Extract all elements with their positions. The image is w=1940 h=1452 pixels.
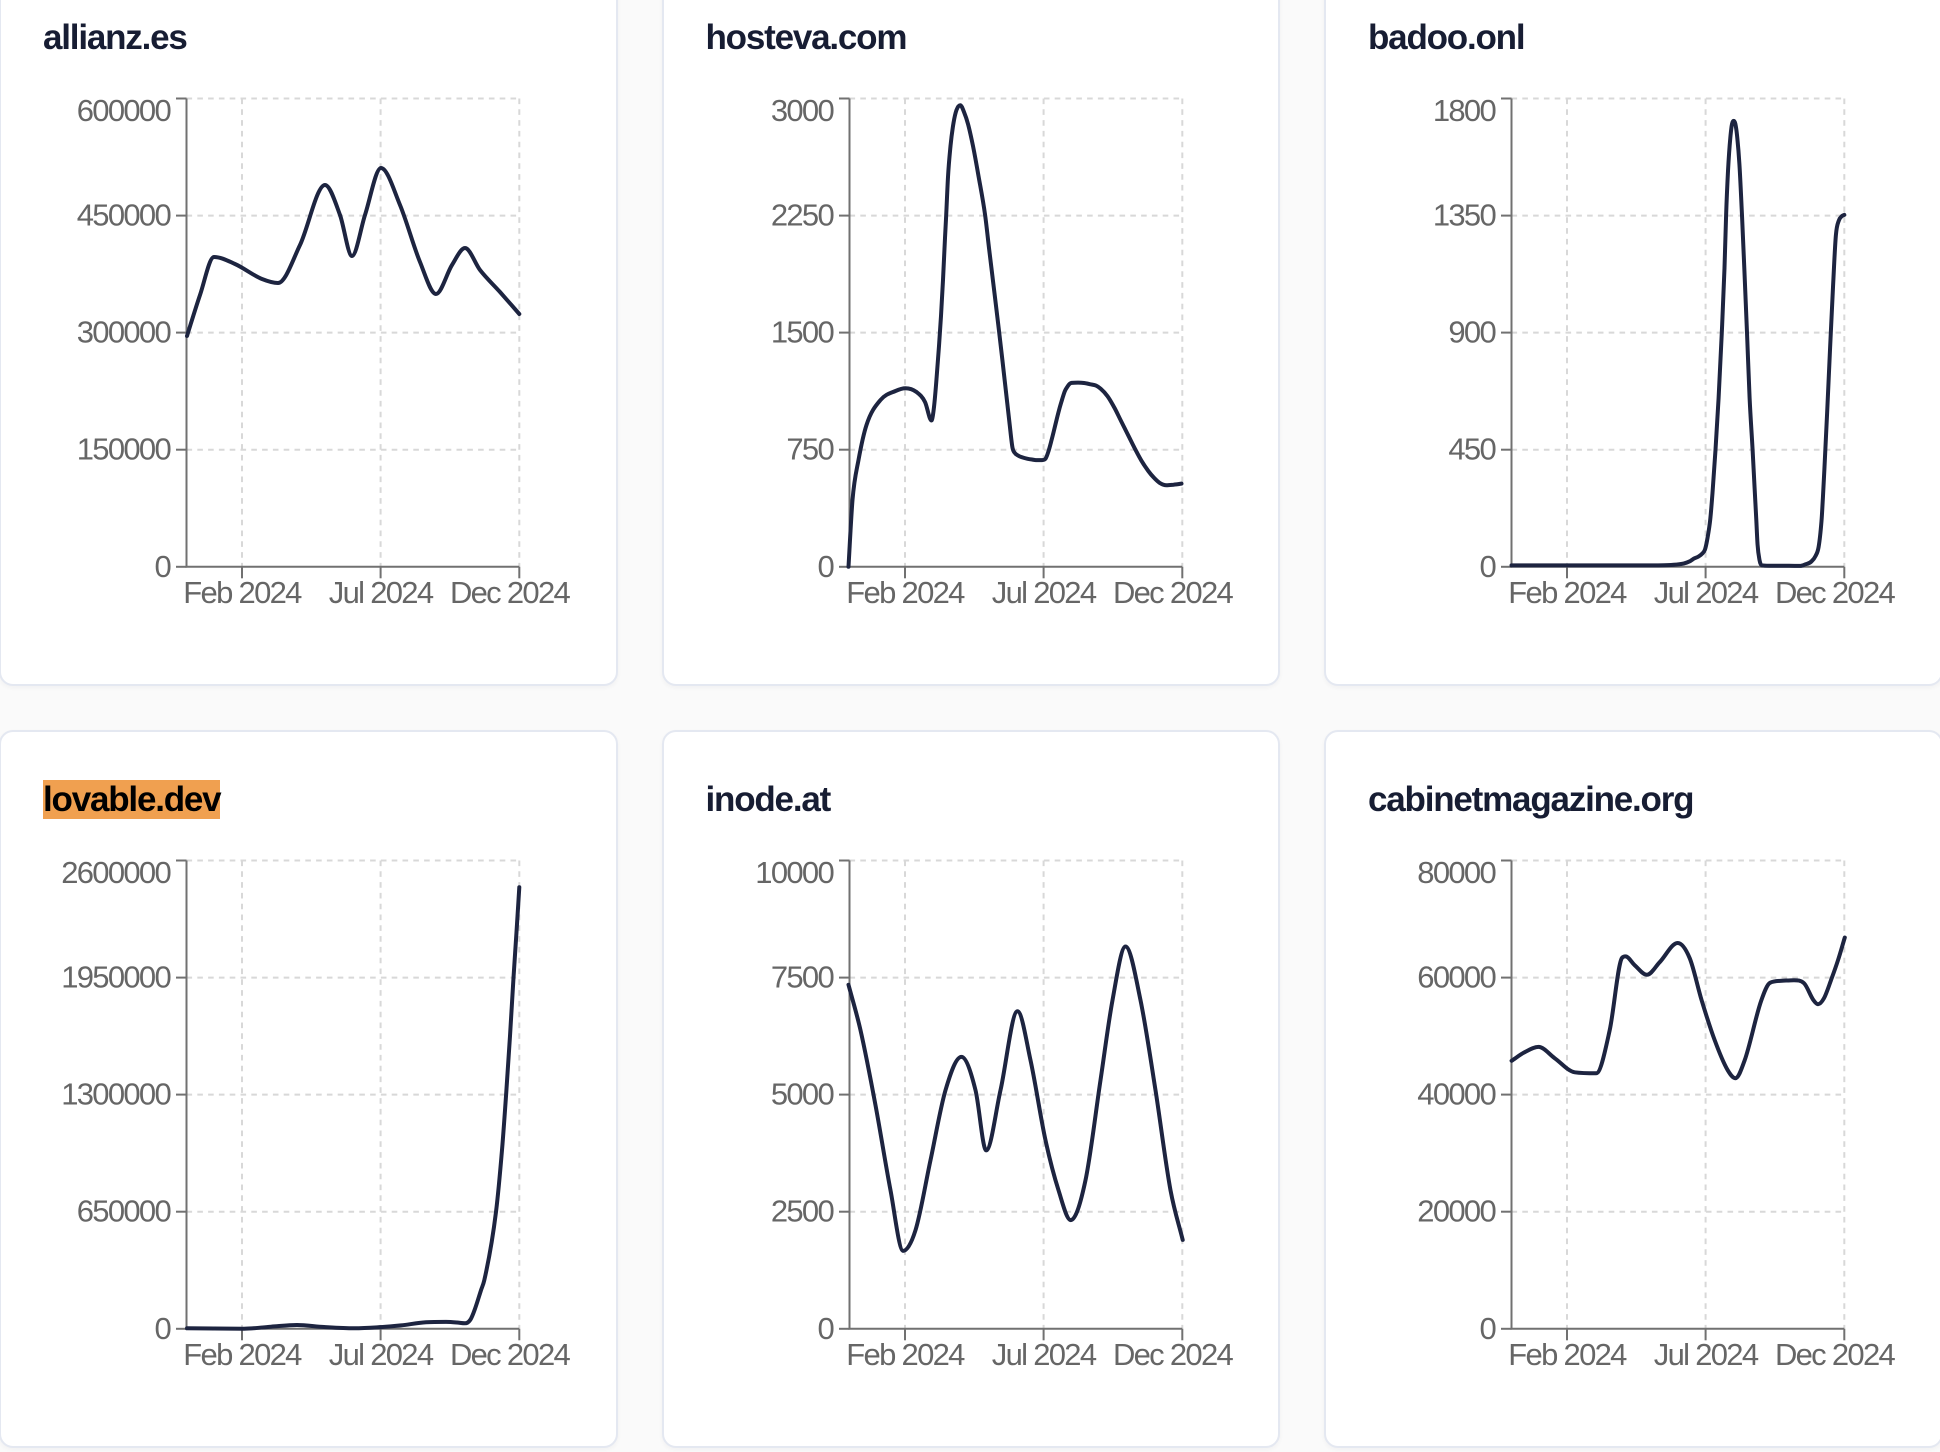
svg-text:Feb 2024: Feb 2024 [183, 575, 302, 610]
svg-text:Jul 2024: Jul 2024 [1654, 1337, 1759, 1372]
svg-text:Dec 2024: Dec 2024 [1775, 575, 1896, 610]
svg-text:1300000: 1300000 [61, 1077, 171, 1112]
svg-text:0: 0 [1479, 1311, 1496, 1346]
svg-text:2600000: 2600000 [61, 855, 171, 890]
svg-text:Dec 2024: Dec 2024 [1112, 575, 1233, 610]
svg-text:Jul 2024: Jul 2024 [329, 1337, 434, 1372]
svg-text:10000: 10000 [755, 855, 834, 890]
svg-text:650000: 650000 [77, 1194, 172, 1229]
svg-text:20000: 20000 [1417, 1194, 1496, 1229]
svg-text:150000: 150000 [77, 432, 172, 467]
svg-text:Feb 2024: Feb 2024 [183, 1337, 302, 1372]
svg-text:750: 750 [786, 432, 834, 467]
svg-text:Jul 2024: Jul 2024 [991, 575, 1096, 610]
svg-text:3000: 3000 [770, 93, 834, 128]
svg-text:7500: 7500 [770, 960, 834, 995]
svg-text:40000: 40000 [1417, 1077, 1496, 1112]
svg-text:300000: 300000 [77, 315, 172, 350]
svg-text:1800: 1800 [1433, 93, 1497, 128]
svg-text:0: 0 [154, 1311, 171, 1346]
svg-text:Feb 2024: Feb 2024 [1508, 575, 1627, 610]
svg-text:Feb 2024: Feb 2024 [1508, 1337, 1627, 1372]
svg-text:Jul 2024: Jul 2024 [329, 575, 434, 610]
svg-text:450000: 450000 [77, 198, 172, 233]
svg-text:Dec 2024: Dec 2024 [1112, 1337, 1233, 1372]
svg-text:5000: 5000 [770, 1077, 834, 1112]
svg-text:0: 0 [817, 1311, 834, 1346]
svg-text:Jul 2024: Jul 2024 [1654, 575, 1759, 610]
svg-text:Feb 2024: Feb 2024 [846, 1337, 965, 1372]
svg-text:2500: 2500 [770, 1194, 834, 1229]
svg-text:450: 450 [1448, 432, 1496, 467]
svg-text:0: 0 [1479, 549, 1496, 584]
svg-text:Feb 2024: Feb 2024 [846, 575, 965, 610]
svg-text:0: 0 [817, 549, 834, 584]
svg-text:1350: 1350 [1433, 198, 1497, 233]
svg-text:1500: 1500 [770, 315, 834, 350]
svg-text:0: 0 [154, 549, 171, 584]
svg-text:600000: 600000 [77, 93, 172, 128]
svg-text:Jul 2024: Jul 2024 [991, 1337, 1096, 1372]
svg-text:2250: 2250 [770, 198, 834, 233]
svg-text:Dec 2024: Dec 2024 [450, 575, 571, 610]
svg-text:80000: 80000 [1417, 855, 1496, 890]
svg-text:1950000: 1950000 [61, 960, 171, 995]
svg-text:900: 900 [1448, 315, 1496, 350]
svg-text:Dec 2024: Dec 2024 [450, 1337, 571, 1372]
svg-text:Dec 2024: Dec 2024 [1775, 1337, 1896, 1372]
svg-text:60000: 60000 [1417, 960, 1496, 995]
